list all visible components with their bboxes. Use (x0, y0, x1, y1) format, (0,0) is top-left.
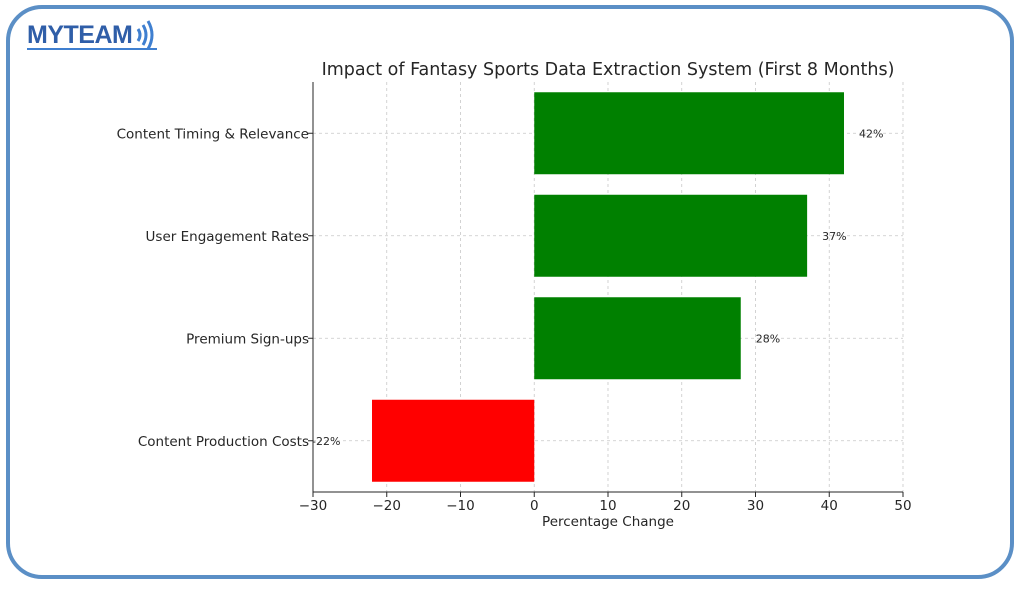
y-tick-label: Content Timing & Relevance (117, 126, 309, 142)
bar-1 (534, 92, 844, 175)
y-tick-label: User Engagement Rates (146, 229, 309, 245)
data-labels: 42% 37% 28% -22% (312, 127, 883, 448)
x-tick-label: −10 (446, 498, 475, 514)
x-axis-label: Percentage Change (542, 514, 674, 530)
y-tick-label: Premium Sign-ups (186, 331, 309, 347)
brand-logo: MYTEAM (27, 17, 156, 53)
y-tick-label: Content Production Costs (138, 434, 309, 450)
data-label: -22% (312, 435, 340, 448)
x-tick-label: 10 (599, 498, 616, 514)
data-label: 28% (756, 332, 780, 345)
x-tick-label: 50 (894, 498, 911, 514)
x-tick-label: 20 (673, 498, 690, 514)
x-tick-label: 30 (747, 498, 764, 514)
bar-3 (534, 297, 741, 380)
card-frame (6, 5, 1014, 579)
bar-2 (534, 194, 808, 277)
bar-4 (372, 399, 535, 482)
brand-name: MYTEAM (27, 20, 133, 49)
data-label: 37% (822, 230, 846, 243)
x-tick-label: −20 (373, 498, 402, 514)
x-tick-label: 0 (530, 498, 539, 514)
bars-group (372, 92, 844, 482)
data-label: 42% (859, 127, 883, 140)
logo-underline (27, 48, 157, 50)
x-tick-label: −30 (299, 498, 328, 514)
signal-waves-icon (137, 20, 154, 50)
y-tick-labels: Content Timing & Relevance User Engagemen… (117, 126, 313, 450)
x-tick-label: 40 (821, 498, 838, 514)
chart-title: Impact of Fantasy Sports Data Extraction… (322, 60, 895, 80)
x-ticks: −30 −20 −10 0 10 20 30 40 50 (299, 492, 912, 514)
